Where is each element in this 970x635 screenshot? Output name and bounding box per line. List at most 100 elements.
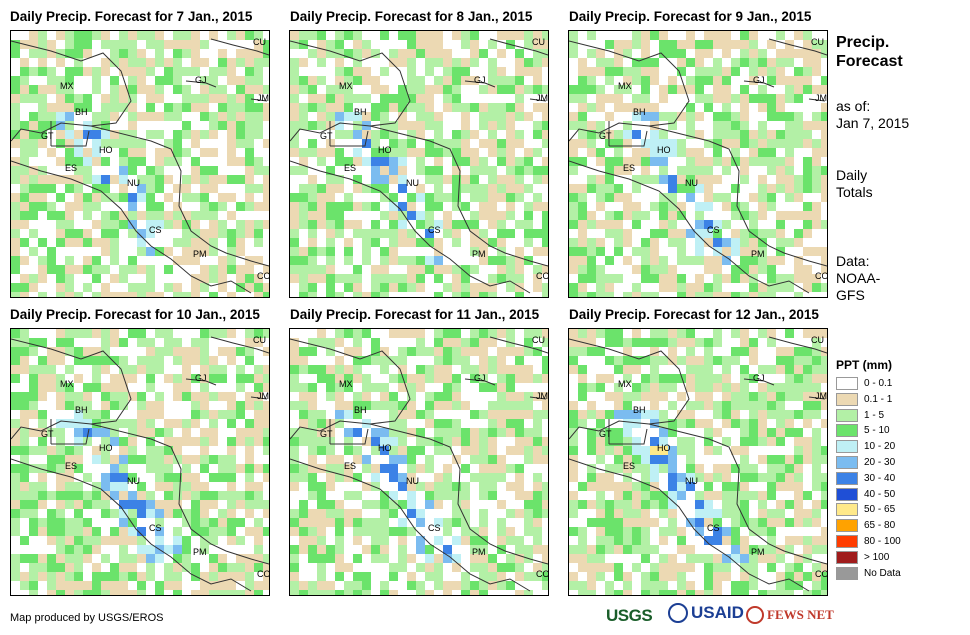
precip-cell bbox=[11, 437, 20, 446]
precip-cell bbox=[722, 202, 731, 211]
precip-cell bbox=[677, 437, 686, 446]
country-label: NU bbox=[406, 178, 419, 188]
precip-cell bbox=[452, 283, 461, 292]
precip-cell bbox=[758, 392, 767, 401]
precip-cell bbox=[461, 148, 470, 157]
precip-cell bbox=[542, 247, 548, 256]
precip-cell bbox=[38, 338, 47, 347]
precip-cell bbox=[137, 175, 146, 184]
precip-cell bbox=[200, 437, 209, 446]
legend-label: 40 - 50 bbox=[864, 488, 896, 500]
precip-cell bbox=[704, 31, 713, 40]
precip-cell bbox=[803, 166, 812, 175]
precip-cell bbox=[434, 347, 443, 356]
precip-cell bbox=[650, 202, 659, 211]
precip-cell bbox=[740, 130, 749, 139]
precip-cell bbox=[740, 482, 749, 491]
precip-cell bbox=[704, 40, 713, 49]
precip-cell bbox=[299, 356, 308, 365]
precip-cell bbox=[668, 383, 677, 392]
precip-cell bbox=[686, 554, 695, 563]
precip-cell bbox=[74, 500, 83, 509]
precip-cell bbox=[245, 193, 254, 202]
precip-cell bbox=[785, 94, 794, 103]
precip-cell bbox=[317, 464, 326, 473]
precip-cell bbox=[686, 410, 695, 419]
precip-cell bbox=[443, 94, 452, 103]
precip-cell bbox=[668, 482, 677, 491]
precip-cell bbox=[146, 446, 155, 455]
precip-cell bbox=[434, 112, 443, 121]
precip-cell bbox=[74, 401, 83, 410]
precip-cell bbox=[20, 292, 29, 297]
precip-cell bbox=[101, 229, 110, 238]
precip-cell bbox=[596, 67, 605, 76]
precip-cell bbox=[479, 410, 488, 419]
precip-cell bbox=[650, 374, 659, 383]
precip-cell bbox=[794, 112, 803, 121]
precip-cell bbox=[776, 31, 785, 40]
precip-cell bbox=[164, 76, 173, 85]
precip-cell bbox=[371, 428, 380, 437]
precip-cell bbox=[164, 283, 173, 292]
precip-cell bbox=[245, 464, 254, 473]
precip-cell bbox=[173, 103, 182, 112]
precip-cell bbox=[164, 455, 173, 464]
precip-cell bbox=[146, 554, 155, 563]
precip-cell bbox=[299, 121, 308, 130]
precip-cell bbox=[641, 166, 650, 175]
precip-cell bbox=[695, 527, 704, 536]
precip-cell bbox=[182, 554, 191, 563]
precip-cell bbox=[146, 464, 155, 473]
precip-cell bbox=[326, 581, 335, 590]
precip-cell bbox=[56, 419, 65, 428]
coastline bbox=[369, 125, 548, 267]
precip-cell bbox=[236, 428, 245, 437]
precip-cell bbox=[146, 211, 155, 220]
precip-cell bbox=[686, 166, 695, 175]
sidebar-title-line2: Forecast bbox=[836, 53, 903, 70]
precip-cell bbox=[470, 446, 479, 455]
precip-cell bbox=[713, 464, 722, 473]
precip-cell bbox=[407, 265, 416, 274]
precip-cell bbox=[182, 40, 191, 49]
precip-cell bbox=[200, 265, 209, 274]
precip-cell bbox=[749, 292, 758, 297]
precip-cell bbox=[65, 211, 74, 220]
precip-cell bbox=[227, 455, 236, 464]
precip-cell bbox=[353, 590, 362, 595]
precip-cell bbox=[362, 229, 371, 238]
precip-cell bbox=[641, 374, 650, 383]
precip-cell bbox=[641, 247, 650, 256]
precip-cell bbox=[353, 536, 362, 545]
country-label: MX bbox=[339, 379, 353, 389]
precip-cell bbox=[623, 401, 632, 410]
sidebar-totals-line1: Daily bbox=[836, 167, 868, 183]
precip-cell bbox=[758, 527, 767, 536]
precip-cell bbox=[335, 103, 344, 112]
precip-cell bbox=[56, 482, 65, 491]
precip-cell bbox=[290, 401, 299, 410]
precip-cell bbox=[191, 491, 200, 500]
precip-cell bbox=[578, 256, 587, 265]
precip-cell bbox=[488, 238, 497, 247]
precip-cell bbox=[200, 410, 209, 419]
precip-cell bbox=[470, 76, 479, 85]
precip-cell bbox=[461, 536, 470, 545]
precip-cell bbox=[407, 401, 416, 410]
precip-cell bbox=[605, 58, 614, 67]
precip-cell bbox=[686, 193, 695, 202]
precip-cell bbox=[614, 545, 623, 554]
precip-cell bbox=[137, 193, 146, 202]
precip-cell bbox=[470, 184, 479, 193]
precip-cell bbox=[218, 202, 227, 211]
precip-cell bbox=[659, 554, 668, 563]
precip-cell bbox=[335, 464, 344, 473]
precip-cell bbox=[299, 193, 308, 202]
precip-cell bbox=[623, 509, 632, 518]
precip-cell bbox=[434, 554, 443, 563]
precip-cell bbox=[704, 419, 713, 428]
precip-cell bbox=[38, 563, 47, 572]
precip-cell bbox=[632, 184, 641, 193]
precip-cell bbox=[326, 49, 335, 58]
